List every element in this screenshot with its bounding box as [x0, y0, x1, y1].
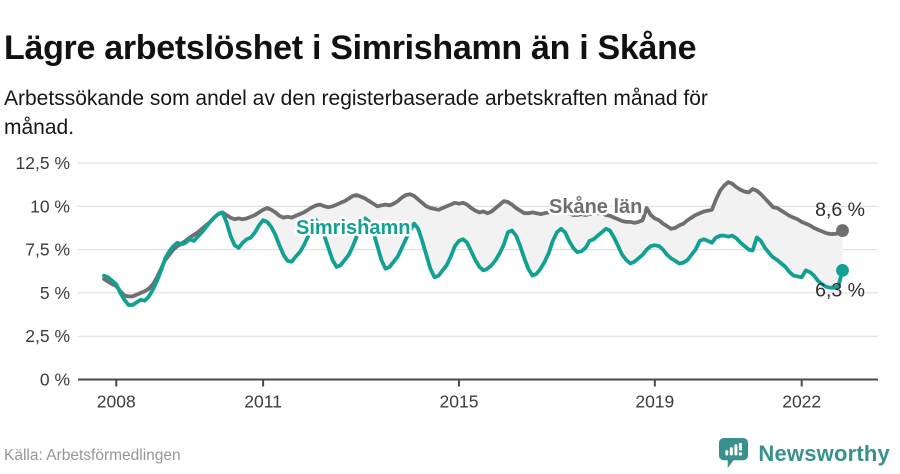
- x-axis-label: 2008: [97, 392, 136, 412]
- newsworthy-logo-icon: [719, 438, 749, 469]
- x-axis-label: 2015: [440, 392, 479, 412]
- skane-lan-end-dot: [836, 224, 849, 237]
- y-axis-label: 10 %: [30, 196, 70, 216]
- page-title: Lägre arbetslöshet i Simrishamn än i Skå…: [4, 28, 697, 67]
- area-between-series: [104, 182, 843, 305]
- skane-lan-end-value-label: 8,6 %: [815, 199, 865, 221]
- simrishamn-series-label: Simrishamn: [296, 217, 410, 239]
- newsworthy-brand: Newsworthy: [718, 437, 890, 470]
- x-axis-label: 2019: [635, 392, 674, 412]
- y-axis-label: 12,5 %: [16, 153, 70, 173]
- source-note: Källa: Arbetsförmedlingen: [4, 447, 181, 464]
- simrishamn-end-value-label: 6,3 %: [815, 279, 865, 301]
- x-axis-label: 2022: [782, 392, 821, 412]
- simrishamn-end-dot: [836, 263, 849, 277]
- newsworthy-wordmark: Newsworthy: [758, 440, 890, 466]
- x-axis-label: 2011: [244, 392, 282, 412]
- chart-canvas: 2008 2011 2015 2019 2022 0 % 2,5 % 5 % 7,5 % 10 %…: [16, 153, 878, 412]
- y-axis-label: 2,5 %: [25, 326, 70, 346]
- skane-lan-line: [102, 180, 845, 299]
- simrishamn-line: [102, 210, 845, 307]
- y-axis-label: 7,5 %: [25, 240, 70, 260]
- chart-subtitle: Arbetssökande som andel av den registerb…: [4, 87, 708, 139]
- skane-lan-series-label: Skåne län: [549, 195, 642, 218]
- y-axis-label: 5 %: [40, 283, 70, 303]
- unemployment-line-chart: 2008 2011 2015 2019 2022 0 % 2,5 % 5 % 7,5 % 10 %…: [0, 140, 900, 440]
- y-axis-label: 0 %: [40, 370, 70, 390]
